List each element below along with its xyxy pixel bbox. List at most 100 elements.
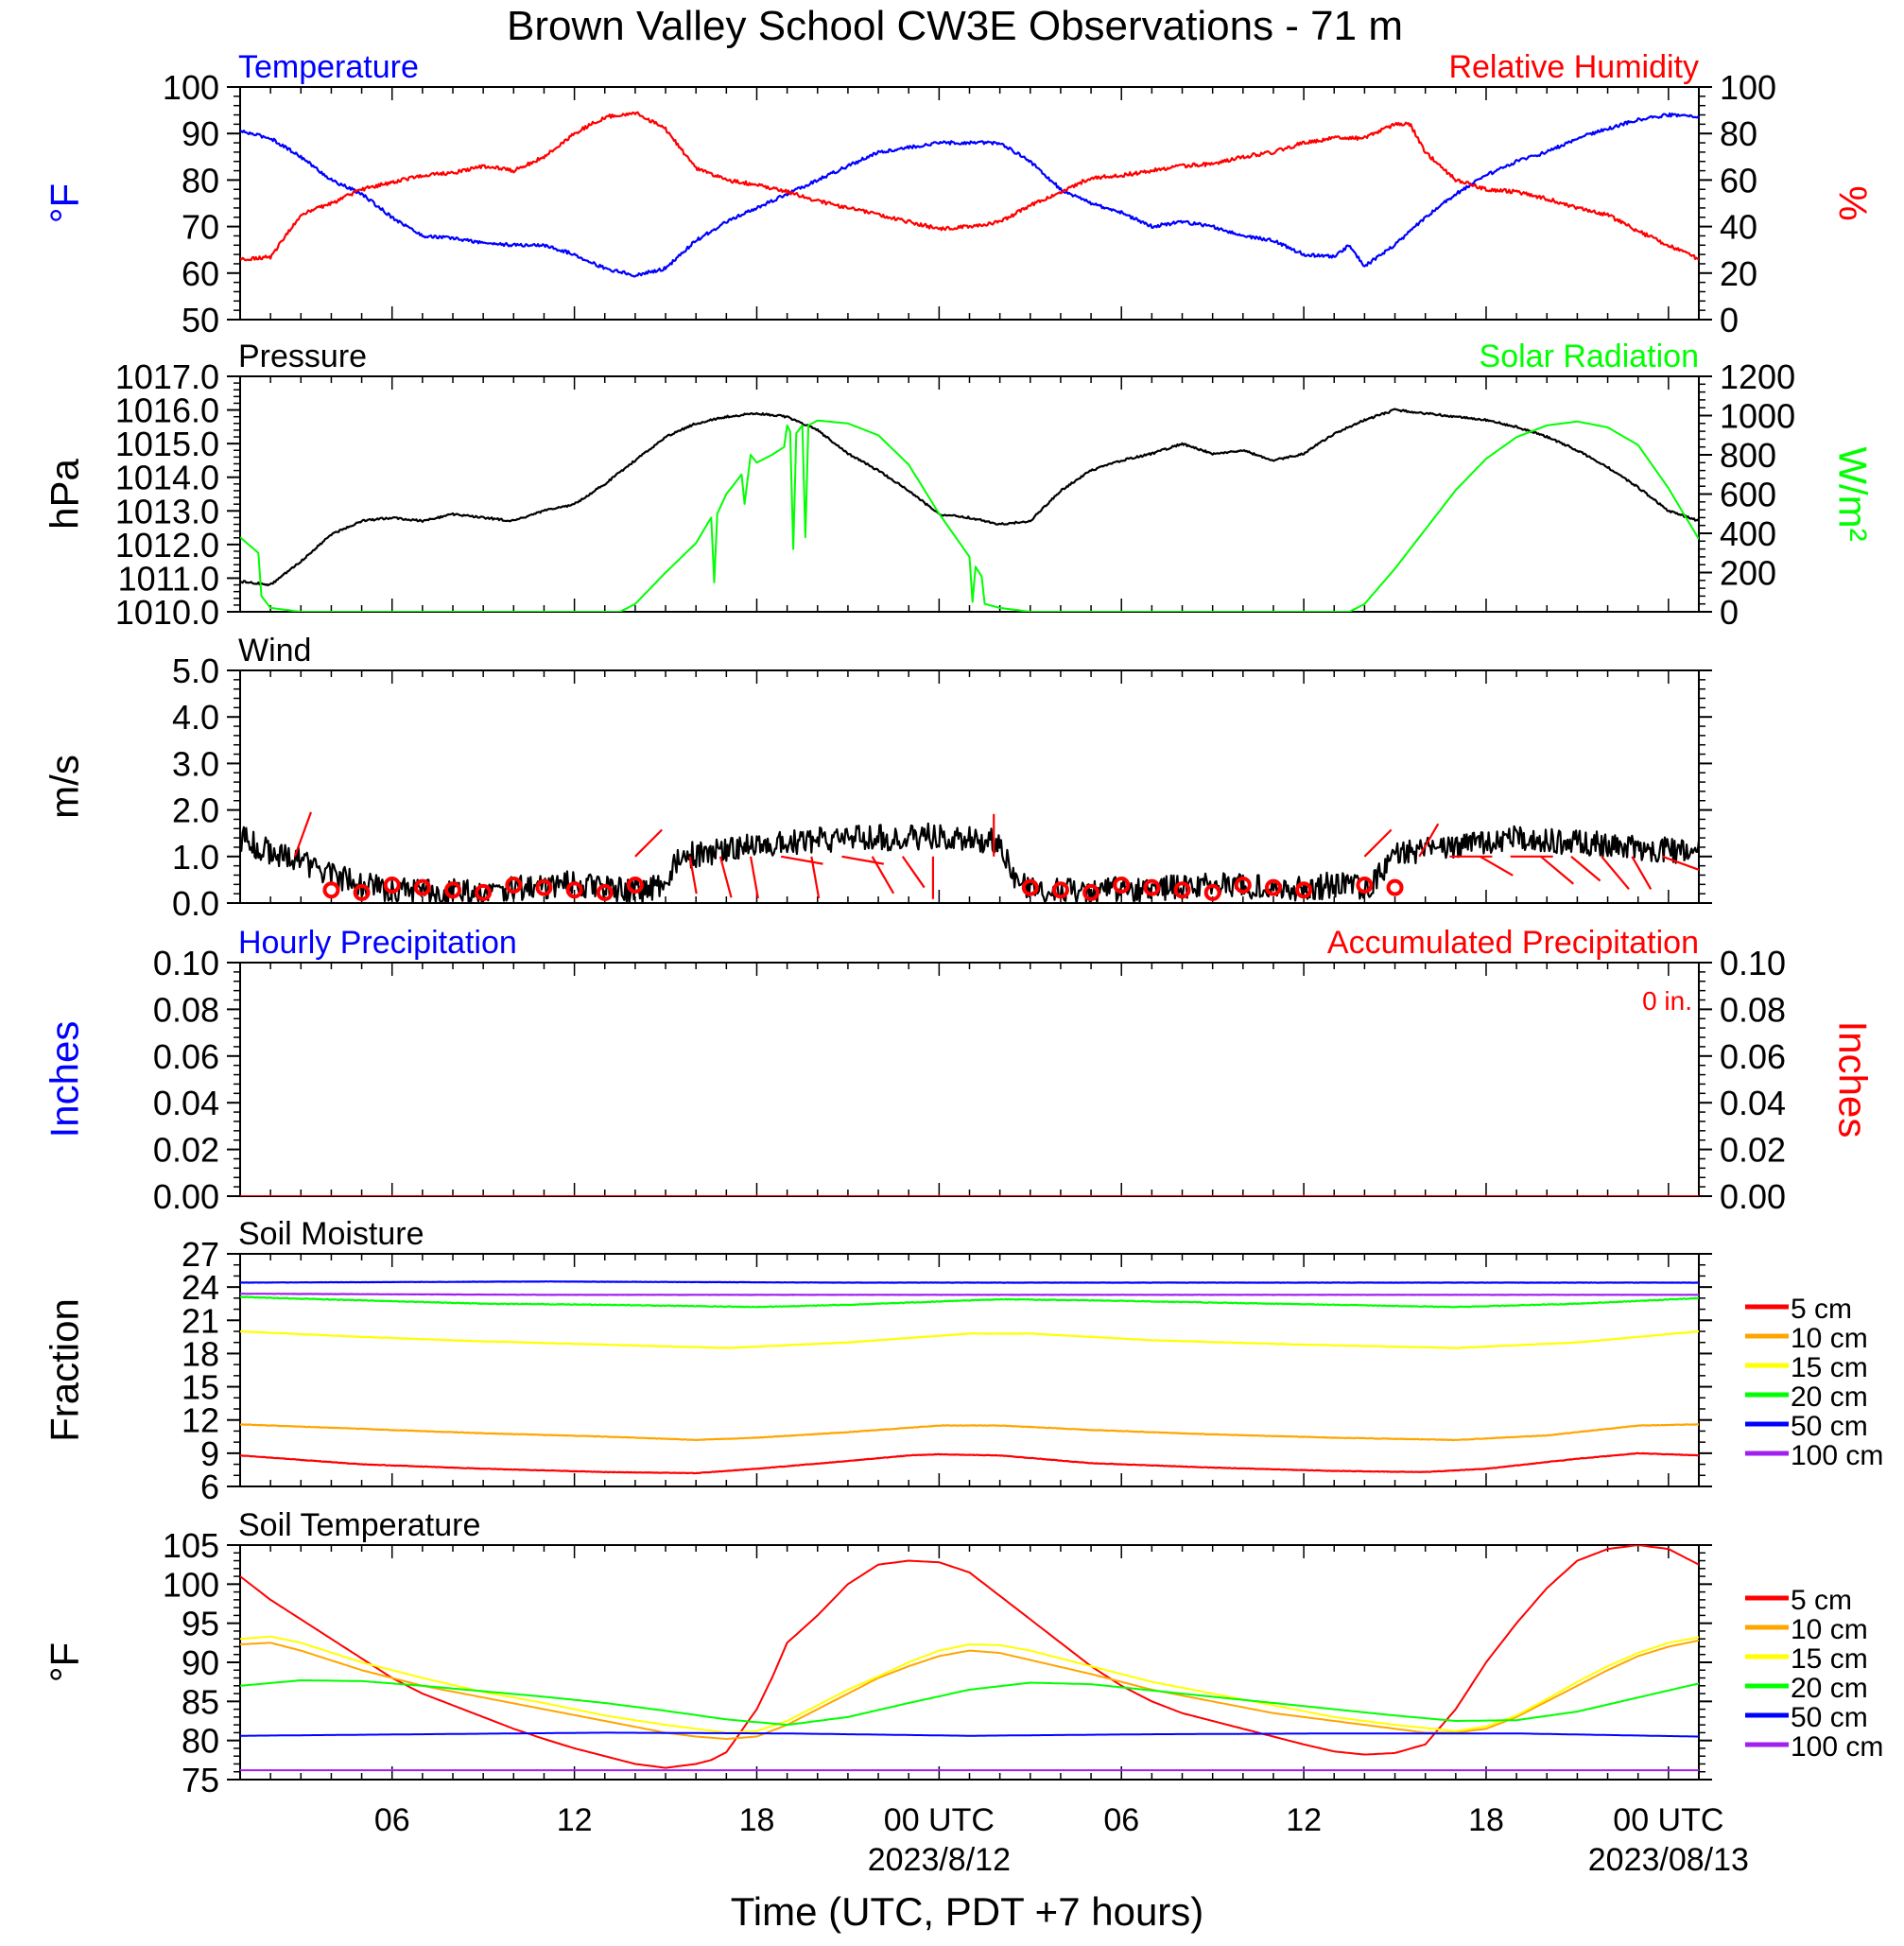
panel-title-left: Temperature	[238, 49, 419, 85]
legend-label: 100 cm	[1791, 1440, 1883, 1471]
y-tick-label-right: 200	[1720, 554, 1776, 593]
y-tick-label-right: 400	[1720, 514, 1776, 553]
series-group	[240, 408, 1699, 612]
series-line-15-cm	[240, 1329, 1699, 1349]
series-group	[240, 811, 1699, 903]
x-tick-label: 00 UTC	[884, 1802, 995, 1838]
legend-label: 50 cm	[1791, 1411, 1868, 1442]
y-tick-label-left: 9	[200, 1434, 219, 1473]
y-tick-label-left: 12	[182, 1401, 219, 1440]
y-tick-label-right: 0.08	[1720, 990, 1786, 1029]
y-tick-label-right: 0.00	[1720, 1177, 1786, 1216]
panel-title-left: Soil Moisture	[238, 1216, 424, 1252]
calm-wind-marker	[1356, 876, 1374, 894]
x-tick-label: 06	[374, 1802, 410, 1838]
y-tick-label-right: 40	[1720, 208, 1757, 247]
y-tick-label-right: 0	[1720, 301, 1739, 339]
y-tick-label-left: 100	[163, 68, 219, 107]
legend-label: 5 cm	[1791, 1294, 1852, 1325]
y-tick-label-left: 4.0	[172, 698, 219, 737]
series-line-50-cm	[240, 1731, 1699, 1738]
wind-barb	[634, 828, 663, 858]
x-tick-label: 06	[1103, 1802, 1139, 1838]
series-line-temperature	[240, 112, 1699, 278]
y-tick-label-left: 1.0	[172, 838, 219, 877]
series-line-5-cm	[240, 1451, 1699, 1475]
panel-title-right: Solar Radiation	[1480, 339, 1699, 374]
series-group	[240, 1280, 1699, 1475]
x-tick-label: 18	[1468, 1802, 1504, 1838]
y-axis-label-right: Inches	[1831, 1021, 1876, 1138]
legend-label: 50 cm	[1791, 1702, 1868, 1733]
calm-wind-marker	[1051, 881, 1069, 899]
wind-barb	[871, 856, 895, 895]
y-tick-label-left: 3.0	[172, 744, 219, 783]
wind-barb	[901, 856, 926, 889]
y-tick-label-left: 1017.0	[115, 357, 219, 396]
wind-barb	[1540, 855, 1575, 885]
y-tick-label-left: 0.02	[153, 1131, 219, 1170]
series-line-pressure	[240, 408, 1699, 587]
y-tick-label-left: 6	[200, 1468, 219, 1506]
y-tick-label-left: 0.10	[153, 944, 219, 982]
wind-barb	[293, 811, 312, 858]
panel-pressure_solar: 1010.01011.01012.01013.01014.01015.01016…	[43, 339, 1876, 632]
legend-label: 15 cm	[1791, 1352, 1868, 1383]
x-date-label: 2023/8/12	[868, 1842, 1011, 1878]
x-tick-label: 12	[1286, 1802, 1322, 1838]
calm-wind-marker	[505, 876, 523, 894]
calm-wind-marker	[565, 881, 583, 899]
y-tick-label-left: 15	[182, 1368, 219, 1407]
calm-wind-marker	[1113, 876, 1131, 894]
precip-total-annotation: 0 in.	[1642, 986, 1692, 1016]
y-tick-label-left: 18	[182, 1334, 219, 1373]
series-line-50-cm	[240, 1280, 1699, 1284]
y-tick-label-left: 90	[182, 1643, 219, 1682]
x-date-label: 2023/08/13	[1588, 1842, 1749, 1878]
y-tick-label-left: 21	[182, 1301, 219, 1340]
y-tick-label-right: 1000	[1720, 397, 1795, 436]
panel-title-left: Pressure	[238, 339, 367, 374]
x-axis-label: Time (UTC, PDT +7 hours)	[731, 1889, 1204, 1934]
y-tick-label-left: 0.08	[153, 990, 219, 1029]
y-tick-label-left: 1014.0	[115, 459, 219, 497]
figure-title: Brown Valley School CW3E Observations - …	[507, 3, 1403, 49]
y-axis-label-left: hPa	[43, 458, 87, 529]
y-tick-label-right: 600	[1720, 476, 1776, 514]
y-tick-label-left: 90	[182, 114, 219, 153]
calm-wind-marker	[596, 883, 614, 901]
series-line-relative-humidity	[240, 111, 1699, 262]
legend-label: 10 cm	[1791, 1323, 1868, 1354]
y-tick-label-left: 60	[182, 254, 219, 293]
y-tick-label-left: 1011.0	[118, 559, 219, 598]
calm-wind-marker	[1386, 878, 1404, 896]
calm-wind-marker	[1082, 883, 1100, 901]
series-line-solar-radiation	[240, 419, 1699, 612]
wind-barb	[1631, 856, 1653, 890]
y-tick-label-right: 80	[1720, 114, 1757, 153]
legend-label: 100 cm	[1791, 1731, 1883, 1763]
wind-barb	[1570, 855, 1601, 882]
legend-label: 15 cm	[1791, 1643, 1868, 1675]
calm-wind-marker	[626, 876, 644, 894]
y-tick-label-left: 0.00	[153, 1177, 219, 1216]
panel-title-left: Hourly Precipitation	[238, 925, 517, 961]
legend-label: 5 cm	[1791, 1585, 1852, 1616]
panel-title-right: Relative Humidity	[1448, 49, 1699, 85]
wind-barb	[810, 856, 821, 899]
y-tick-label-left: 24	[182, 1268, 219, 1307]
series-group	[240, 111, 1699, 278]
y-tick-label-right: 0.02	[1720, 1131, 1786, 1170]
legend-label: 20 cm	[1791, 1673, 1868, 1704]
calm-wind-marker	[1264, 878, 1282, 896]
y-tick-label-right: 20	[1720, 254, 1757, 293]
y-tick-label-left: 75	[182, 1761, 219, 1799]
y-tick-label-left: 80	[182, 1722, 219, 1761]
series-line-20-cm	[240, 1679, 1699, 1727]
y-tick-label-left: 95	[182, 1605, 219, 1643]
